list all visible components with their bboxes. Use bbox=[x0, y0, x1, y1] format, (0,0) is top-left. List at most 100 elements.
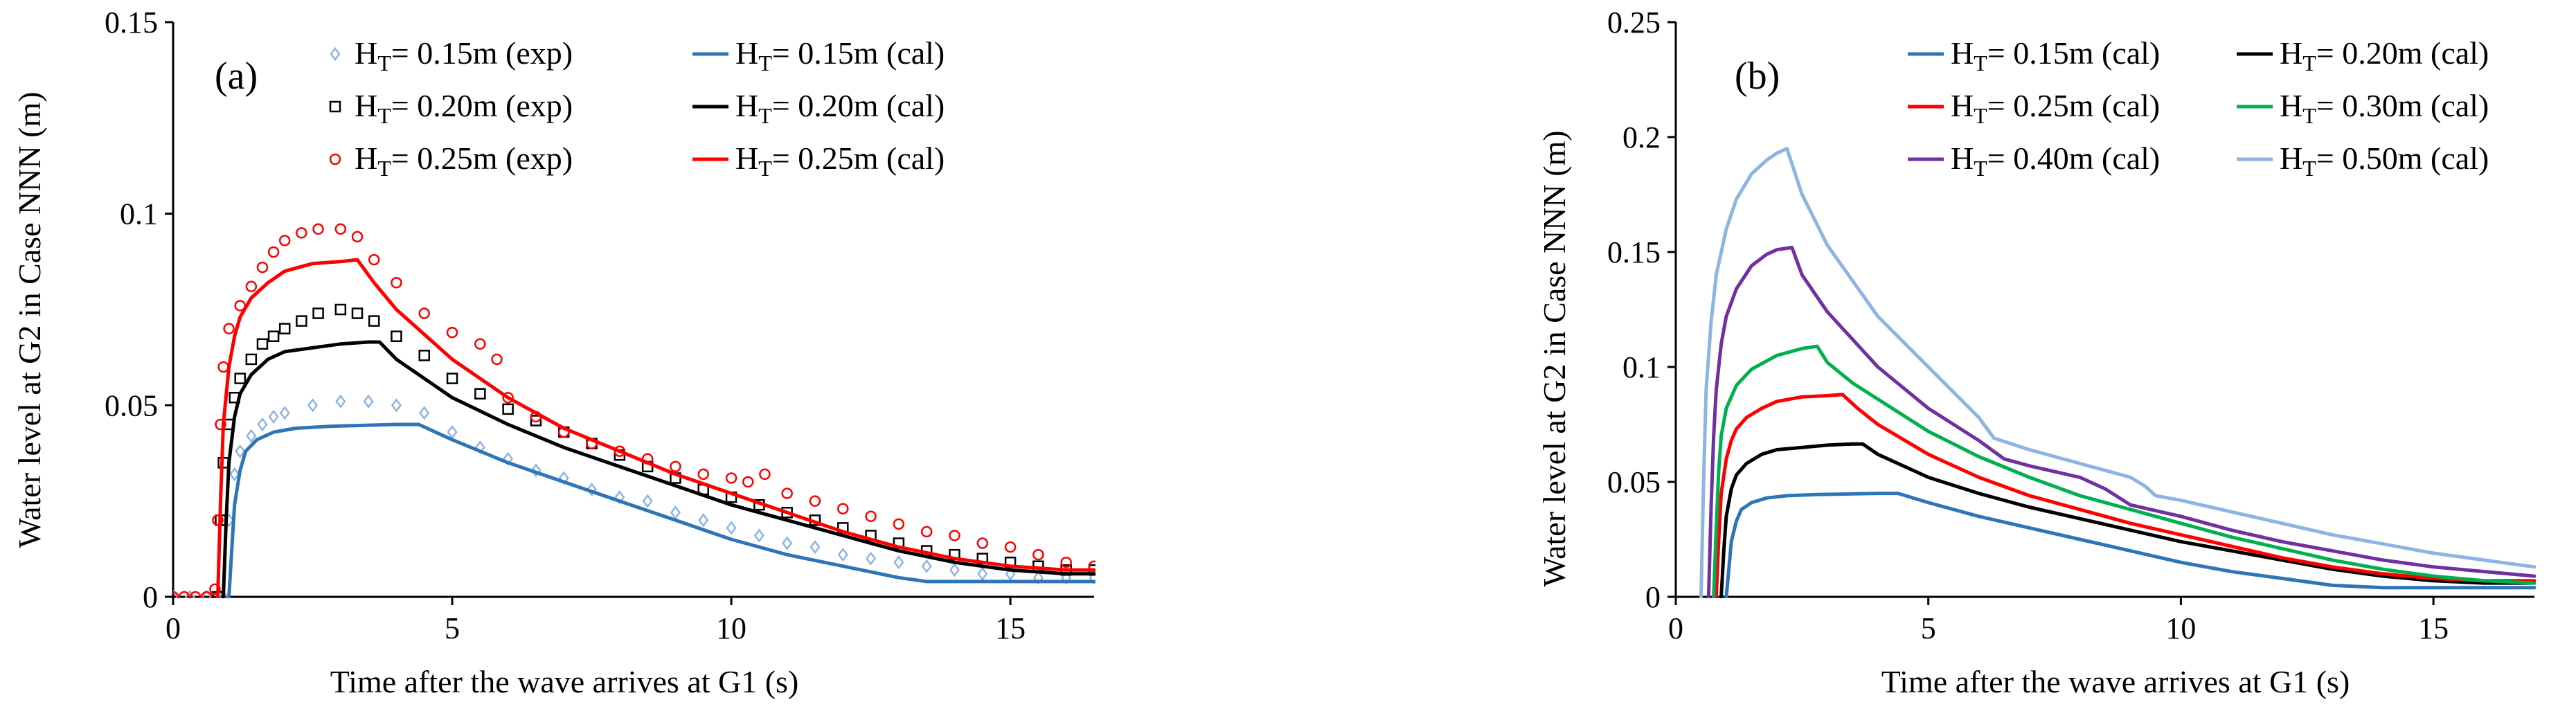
panel-a-series-3-point bbox=[267, 246, 280, 258]
panel-b-series-4-line bbox=[1712, 344, 2536, 598]
panel-a-y-tick-label: 0.1 bbox=[120, 197, 158, 231]
panel-a-x-tick-label: 0 bbox=[166, 611, 181, 645]
panel-b-series-3-legend-entry: HT= 0.25m (cal) bbox=[1908, 88, 2160, 128]
panel-b-x-axis-label: Time after the wave arrives at G1 (s) bbox=[1881, 664, 2350, 699]
panel-b-legend: HT= 0.15m (cal) HT= 0.20m (cal) HT= 0.25m … bbox=[1908, 35, 2489, 181]
panel-b-series-2-legend-label: HT= 0.20m (cal) bbox=[2280, 35, 2489, 75]
panel-a-series-3-point bbox=[217, 361, 229, 373]
panel-a-series-3-point bbox=[178, 591, 190, 598]
panel-a-series-3-point bbox=[491, 353, 503, 366]
panel-a-series-1-point bbox=[235, 444, 246, 458]
panel-b-series-6-line bbox=[1699, 147, 2536, 598]
panel-a-series-2-legend-swatch bbox=[329, 100, 341, 113]
panel-a-series-3-point bbox=[418, 307, 430, 319]
panel-a-series-3-point bbox=[614, 445, 626, 457]
panel-a-series-2-point bbox=[334, 303, 347, 316]
panel-b: (b) 0 5 10 15 0 0.05 0.1 0.15 0.2 0.25 HT= 0.15m … bbox=[1537, 6, 2536, 699]
panel-a-series-3-point bbox=[742, 476, 754, 488]
panel-a-series-3-point bbox=[446, 326, 458, 339]
panel-b-x-tick-label: 5 bbox=[1921, 611, 1936, 645]
panel-a-series-1-point bbox=[335, 394, 346, 409]
panel-a-series-2-point bbox=[234, 373, 246, 384]
panel-a-series-2-point bbox=[502, 403, 514, 415]
panel-a-series-1-point bbox=[279, 406, 290, 420]
panel-b-y-tick-label: 0.2 bbox=[1622, 120, 1661, 154]
panel-b-series-6-legend-label: HT= 0.50m (cal) bbox=[2280, 141, 2489, 181]
panel-a-series-1-point bbox=[753, 528, 764, 543]
panel-a-series-3-point bbox=[351, 231, 364, 243]
panel-a-series-1-point bbox=[921, 559, 932, 573]
panel-a-series-5-legend-label: HT= 0.20m (cal) bbox=[735, 88, 945, 128]
panel-b-plot-area: 0 5 10 15 0 0.05 0.1 0.15 0.2 0.25 bbox=[1607, 6, 2536, 645]
panel-a-data bbox=[173, 223, 1095, 598]
panel-a-series-4-line bbox=[227, 422, 1095, 598]
panel-a-series-3-point bbox=[245, 280, 258, 293]
panel-a-series-3-point bbox=[759, 468, 771, 481]
panel-a-series-3-point bbox=[296, 227, 307, 239]
panel-b-series-3-legend-label: HT= 0.25m (cal) bbox=[1951, 88, 2160, 128]
panel-a-series-3-point bbox=[1060, 556, 1072, 568]
panel-a-series-2-point bbox=[474, 388, 486, 400]
panel-a-series-1-point bbox=[257, 417, 268, 432]
panel-a-series-6-legend-entry: HT= 0.25m (cal) bbox=[692, 141, 945, 181]
panel-a-series-3-point bbox=[215, 418, 226, 431]
panel-a-series-1-point bbox=[530, 463, 542, 478]
panel-a-series-5-line bbox=[222, 340, 1095, 598]
panel-a-series-3-point bbox=[781, 487, 793, 499]
panel-b-series-6-legend-entry: HT= 0.50m (cal) bbox=[2237, 141, 2489, 181]
panel-a-series-3-points bbox=[173, 223, 1095, 598]
panel-a-series-1-point bbox=[268, 409, 279, 424]
panel-a-series-3-point bbox=[368, 253, 380, 266]
panel-a-plot-area: 0 5 10 15 0 0.05 0.1 0.15 bbox=[105, 6, 1095, 645]
panel-b-series-4-legend-label: HT= 0.30m (cal) bbox=[2280, 88, 2489, 128]
panel-b-y-tick-label: 0 bbox=[1645, 580, 1661, 614]
panel-a-series-3-point bbox=[502, 392, 514, 404]
panel-a-series-2-point bbox=[256, 338, 269, 350]
panel-a-series-3-point bbox=[391, 277, 402, 289]
panel-a-series-6-legend-label: HT= 0.25m (cal) bbox=[735, 141, 945, 181]
panel-a-series-2-point bbox=[296, 315, 307, 327]
panel-a-series-1-point bbox=[670, 505, 681, 520]
panel-a-y-tick-label: 0.15 bbox=[105, 6, 158, 39]
panel-a-series-2-point bbox=[530, 415, 542, 427]
panel-b-series-1-legend-label: HT= 0.15m (cal) bbox=[1951, 35, 2160, 75]
panel-a-series-1-point bbox=[419, 406, 430, 420]
panel-a-series-2-point bbox=[351, 307, 364, 319]
panel-a-series-3-point bbox=[256, 261, 269, 273]
panel-a-series-2-points bbox=[212, 303, 1095, 598]
panel-a-series-1-point bbox=[782, 536, 793, 550]
panel-a-x-tick-label: 10 bbox=[716, 611, 746, 645]
panel-a-series-3-point bbox=[1032, 548, 1044, 561]
panel-a-series-1-point bbox=[726, 521, 737, 535]
panel-b-y-tick-label: 0.25 bbox=[1607, 6, 1661, 39]
panel-a-series-1-point bbox=[810, 539, 821, 555]
panel-a-series-2-legend-label: HT= 0.20m (exp) bbox=[355, 88, 573, 128]
panel-a-series-1-point bbox=[246, 429, 257, 443]
panel-a-series-3-point bbox=[278, 235, 291, 246]
panel-a-series-3-point bbox=[1004, 541, 1017, 553]
panel-a-series-3-point bbox=[474, 338, 486, 350]
panel-b-y-tick-label: 0.1 bbox=[1622, 350, 1661, 384]
panel-b-series-5-legend-entry: HT= 0.40m (cal) bbox=[1908, 141, 2160, 181]
panel-a-y-tick-label: 0 bbox=[143, 580, 158, 614]
panel-b-data bbox=[1699, 147, 2536, 598]
panel-a-series-3-point bbox=[334, 223, 347, 235]
panel-a-series-1-point bbox=[1005, 566, 1016, 581]
panel-a-series-3-point bbox=[670, 460, 681, 473]
panel-a-series-2-point bbox=[368, 315, 380, 327]
panel-a-series-3-point bbox=[173, 591, 179, 598]
panel-a-series-2-point bbox=[245, 353, 258, 366]
panel-a-series-2-point bbox=[312, 307, 324, 319]
panel-a-label: (a) bbox=[215, 55, 258, 98]
panel-a-series-3-point bbox=[949, 530, 960, 541]
panel-a-y-tick-label: 0.05 bbox=[105, 388, 158, 422]
panel-a-series-3-legend-label: HT= 0.25m (exp) bbox=[355, 141, 573, 181]
panel-a-series-3-point bbox=[189, 591, 202, 598]
panel-a-series-3-point bbox=[209, 583, 221, 595]
panel-a-series-3-point bbox=[809, 495, 821, 507]
panel-a-series-1-point bbox=[391, 398, 402, 413]
panel-a-x-tick-label: 15 bbox=[995, 611, 1026, 645]
panel-a-series-2-legend-entry: HT= 0.20m (exp) bbox=[329, 88, 573, 128]
panel-a-series-1-point bbox=[949, 563, 960, 577]
